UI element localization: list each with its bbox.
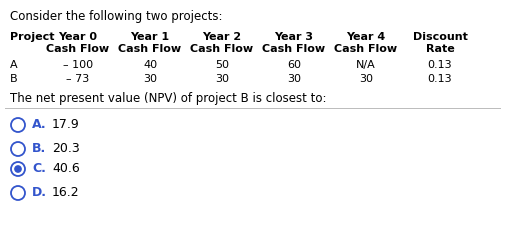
Text: A.: A. [32, 118, 46, 131]
Text: B.: B. [32, 142, 46, 155]
Text: 0.13: 0.13 [428, 60, 452, 70]
Text: 50: 50 [215, 60, 229, 70]
Text: Cash Flow: Cash Flow [190, 44, 254, 54]
Text: N/A: N/A [356, 60, 376, 70]
Text: Project: Project [10, 32, 55, 42]
Text: Consider the following two projects:: Consider the following two projects: [10, 10, 223, 23]
Text: A: A [10, 60, 18, 70]
Text: Year 4: Year 4 [346, 32, 386, 42]
Text: Year 1: Year 1 [130, 32, 170, 42]
Text: 16.2: 16.2 [52, 186, 80, 199]
Text: Cash Flow: Cash Flow [334, 44, 397, 54]
Text: B: B [10, 74, 18, 84]
Text: D.: D. [32, 186, 47, 199]
Text: Year 2: Year 2 [203, 32, 241, 42]
Text: The net present value (NPV) of project B is closest to:: The net present value (NPV) of project B… [10, 92, 327, 105]
Text: 40.6: 40.6 [52, 162, 80, 175]
Text: Cash Flow: Cash Flow [119, 44, 182, 54]
Text: 30: 30 [287, 74, 301, 84]
Text: – 73: – 73 [66, 74, 89, 84]
Text: 20.3: 20.3 [52, 142, 80, 155]
Text: – 100: – 100 [63, 60, 93, 70]
Text: 40: 40 [143, 60, 157, 70]
Circle shape [14, 165, 22, 173]
Text: Rate: Rate [426, 44, 454, 54]
Text: C.: C. [32, 162, 46, 175]
Text: 60: 60 [287, 60, 301, 70]
Text: Cash Flow: Cash Flow [263, 44, 326, 54]
Text: Discount: Discount [413, 32, 468, 42]
Text: 30: 30 [359, 74, 373, 84]
Text: 17.9: 17.9 [52, 118, 80, 131]
Text: Year 3: Year 3 [275, 32, 314, 42]
Text: 30: 30 [143, 74, 157, 84]
Text: Cash Flow: Cash Flow [46, 44, 110, 54]
Text: 0.13: 0.13 [428, 74, 452, 84]
Text: 30: 30 [215, 74, 229, 84]
Text: Year 0: Year 0 [59, 32, 97, 42]
